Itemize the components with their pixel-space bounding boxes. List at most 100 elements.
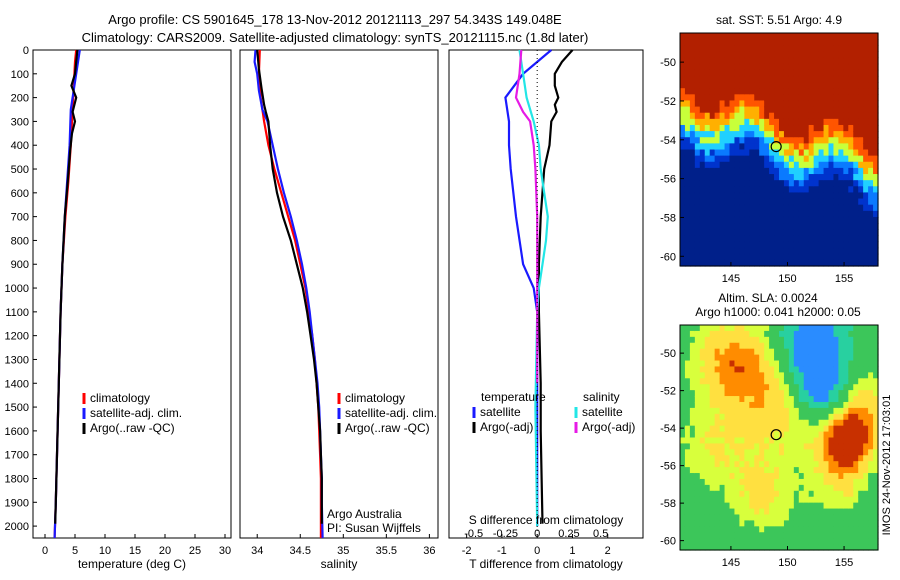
map-cell: [704, 51, 711, 59]
map-cell: [749, 360, 755, 368]
y-tick-label: 0: [23, 45, 29, 57]
map-frame: [679, 32, 879, 267]
map-cell: [724, 106, 731, 114]
map-cell: [858, 401, 864, 409]
map-cell: [684, 229, 691, 236]
map-cell: [689, 45, 696, 52]
map-cell: [709, 325, 716, 332]
map-cell: [719, 478, 726, 486]
map-cell: [754, 94, 760, 102]
map-cell: [739, 431, 745, 439]
map-cell: [714, 216, 721, 224]
map-cell: [699, 253, 706, 261]
map-cell: [729, 124, 736, 132]
map-cell: [838, 372, 844, 379]
map-cell: [769, 514, 775, 521]
map-cell: [694, 69, 701, 77]
map-cell: [779, 401, 785, 409]
map-cell: [724, 259, 731, 267]
map-cell: [803, 155, 810, 163]
map-cell: [833, 532, 839, 539]
map-cell: [853, 496, 859, 504]
map-cell: [744, 473, 750, 480]
map-cell: [694, 118, 701, 126]
map-cell: [779, 325, 785, 332]
map-cell: [779, 354, 785, 362]
map-cell: [813, 325, 820, 332]
map-cell: [868, 198, 874, 206]
map-cell: [689, 473, 696, 480]
map-cell: [798, 210, 805, 218]
map-cell: [823, 348, 830, 356]
x-tick-label: 34: [251, 545, 263, 557]
map-cell: [788, 461, 795, 468]
map-cell: [828, 526, 835, 533]
map-cell: [680, 538, 686, 545]
map-cell: [818, 180, 825, 187]
map-cell: [793, 45, 800, 52]
map-cell: [699, 155, 706, 163]
map-cell: [694, 413, 701, 421]
map-cell: [818, 473, 825, 480]
map-cell: [863, 210, 869, 218]
map-cell: [828, 348, 835, 356]
map-cell: [838, 174, 844, 181]
map-cell: [863, 259, 869, 267]
map-cell: [779, 508, 785, 516]
x-tick-label: 150: [778, 557, 796, 569]
map-cell: [719, 473, 726, 480]
map-cell: [808, 538, 815, 545]
map-cell: [808, 396, 815, 403]
y-tick-label: 1400: [5, 378, 29, 390]
map-cell: [848, 51, 854, 59]
map-cell: [764, 425, 770, 433]
map-cell: [749, 401, 755, 409]
map-cell: [848, 378, 854, 385]
map-cell: [873, 325, 879, 332]
map-cell: [689, 508, 696, 516]
map-cell: [813, 94, 820, 102]
map-cell: [798, 216, 805, 224]
map-cell: [744, 39, 750, 46]
map-cell: [699, 401, 706, 409]
map-cell: [729, 106, 736, 114]
map-cell: [729, 325, 736, 332]
map-cell: [744, 401, 750, 409]
map-cell: [689, 325, 696, 332]
map-cell: [769, 437, 775, 445]
map-cell: [779, 124, 785, 132]
map-cell: [853, 161, 859, 169]
map-cell: [813, 161, 820, 169]
map-cell: [868, 396, 874, 403]
map-cell: [808, 431, 815, 439]
legend-title: salinity: [583, 390, 620, 404]
map-cell: [739, 229, 745, 236]
map-cell: [744, 241, 750, 249]
map-cell: [759, 330, 765, 338]
map-cell: [759, 82, 765, 89]
map-cell: [759, 57, 765, 65]
map-cell: [724, 461, 731, 468]
map-cell: [868, 538, 874, 545]
map-cell: [793, 461, 800, 468]
map-cell: [833, 155, 839, 163]
y-tick-label: 1600: [5, 426, 29, 438]
map-cell: [833, 192, 839, 200]
map-cell: [828, 396, 835, 403]
map-cell: [779, 478, 785, 486]
map-cell: [724, 514, 731, 521]
map-cell: [863, 112, 869, 120]
map-cell: [704, 94, 711, 102]
map-cell: [694, 449, 701, 456]
map-cell: [684, 180, 691, 187]
map-cell: [704, 63, 711, 71]
map-cell: [843, 490, 849, 498]
y-tick-label: 600: [11, 188, 29, 200]
map-cell: [739, 354, 745, 362]
map-cell: [734, 174, 740, 181]
map-cell: [769, 82, 775, 89]
map-cell: [734, 216, 740, 224]
map-cell: [803, 223, 810, 230]
map-cell: [714, 455, 721, 462]
map-cell: [838, 75, 844, 83]
